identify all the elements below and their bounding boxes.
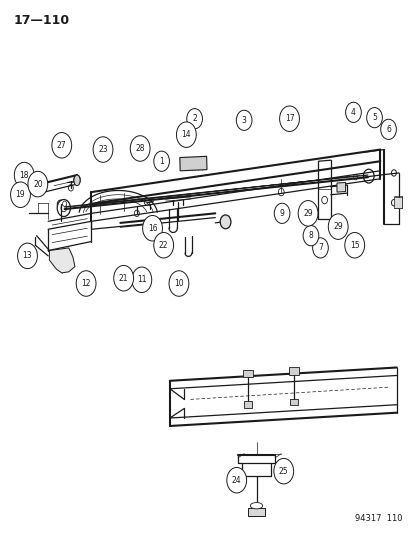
Text: 8: 8 bbox=[308, 231, 313, 240]
Circle shape bbox=[132, 267, 151, 293]
Circle shape bbox=[57, 199, 70, 216]
Bar bbox=[289, 399, 297, 405]
Circle shape bbox=[366, 108, 382, 128]
Circle shape bbox=[302, 225, 318, 246]
Ellipse shape bbox=[74, 175, 80, 184]
Bar bbox=[288, 367, 298, 375]
Circle shape bbox=[76, 271, 96, 296]
Circle shape bbox=[226, 467, 246, 493]
Circle shape bbox=[61, 204, 66, 212]
Text: 23: 23 bbox=[98, 145, 107, 154]
Circle shape bbox=[321, 196, 327, 204]
Circle shape bbox=[11, 182, 30, 207]
Text: 5: 5 bbox=[371, 113, 376, 122]
Bar bbox=[392, 197, 401, 208]
Text: 21: 21 bbox=[119, 273, 128, 282]
Text: 15: 15 bbox=[349, 241, 358, 250]
Circle shape bbox=[68, 184, 73, 191]
Text: 7: 7 bbox=[317, 244, 322, 253]
Text: 10: 10 bbox=[174, 279, 183, 288]
Circle shape bbox=[363, 169, 373, 183]
Text: 4: 4 bbox=[350, 108, 355, 117]
Circle shape bbox=[279, 106, 299, 132]
Text: 9: 9 bbox=[279, 209, 284, 218]
Text: 2: 2 bbox=[192, 114, 197, 123]
Ellipse shape bbox=[250, 503, 262, 509]
Text: 20: 20 bbox=[33, 180, 43, 189]
Circle shape bbox=[328, 214, 347, 239]
Text: 22: 22 bbox=[159, 241, 168, 250]
Text: 29: 29 bbox=[332, 222, 342, 231]
Circle shape bbox=[391, 199, 395, 206]
Polygon shape bbox=[336, 182, 345, 192]
Text: 3: 3 bbox=[241, 116, 246, 125]
Circle shape bbox=[142, 215, 162, 241]
Bar bbox=[179, 156, 206, 171]
Circle shape bbox=[144, 198, 150, 205]
Circle shape bbox=[114, 265, 133, 291]
Bar bbox=[248, 508, 264, 516]
Text: 1: 1 bbox=[159, 157, 164, 166]
Bar bbox=[243, 370, 253, 377]
Polygon shape bbox=[49, 248, 75, 273]
Circle shape bbox=[344, 232, 364, 258]
Circle shape bbox=[14, 163, 34, 188]
Text: 94317  110: 94317 110 bbox=[355, 514, 402, 523]
Text: 11: 11 bbox=[137, 275, 146, 284]
Text: 14: 14 bbox=[181, 130, 191, 139]
Circle shape bbox=[220, 215, 230, 229]
Circle shape bbox=[18, 243, 37, 269]
Text: 19: 19 bbox=[16, 190, 25, 199]
Circle shape bbox=[130, 136, 150, 161]
Circle shape bbox=[169, 271, 188, 296]
Circle shape bbox=[391, 169, 395, 176]
Circle shape bbox=[28, 171, 47, 197]
Circle shape bbox=[273, 203, 289, 223]
Text: 6: 6 bbox=[385, 125, 390, 134]
Text: 17—110: 17—110 bbox=[13, 14, 69, 27]
Circle shape bbox=[153, 151, 169, 171]
Circle shape bbox=[380, 119, 395, 140]
Bar bbox=[244, 401, 252, 408]
Circle shape bbox=[134, 210, 139, 216]
Text: 18: 18 bbox=[19, 171, 29, 180]
Circle shape bbox=[297, 200, 317, 226]
Text: 12: 12 bbox=[81, 279, 90, 288]
Text: 27: 27 bbox=[57, 141, 66, 150]
Circle shape bbox=[52, 133, 71, 158]
Text: 16: 16 bbox=[147, 224, 157, 233]
Text: 24: 24 bbox=[231, 476, 241, 484]
Text: 28: 28 bbox=[135, 144, 145, 153]
Circle shape bbox=[186, 109, 202, 129]
Text: 17: 17 bbox=[284, 114, 294, 123]
Text: 29: 29 bbox=[303, 209, 312, 218]
Circle shape bbox=[312, 238, 328, 258]
Circle shape bbox=[236, 110, 252, 131]
Ellipse shape bbox=[37, 184, 43, 193]
Circle shape bbox=[176, 122, 196, 148]
Circle shape bbox=[57, 200, 64, 208]
Ellipse shape bbox=[74, 175, 80, 185]
Circle shape bbox=[345, 102, 361, 123]
Circle shape bbox=[273, 458, 293, 484]
Circle shape bbox=[93, 137, 113, 163]
Text: 25: 25 bbox=[278, 467, 288, 475]
Text: 13: 13 bbox=[23, 252, 32, 260]
Circle shape bbox=[153, 232, 173, 258]
Circle shape bbox=[35, 182, 45, 195]
Circle shape bbox=[278, 188, 283, 196]
Circle shape bbox=[62, 201, 66, 206]
Circle shape bbox=[353, 174, 357, 180]
